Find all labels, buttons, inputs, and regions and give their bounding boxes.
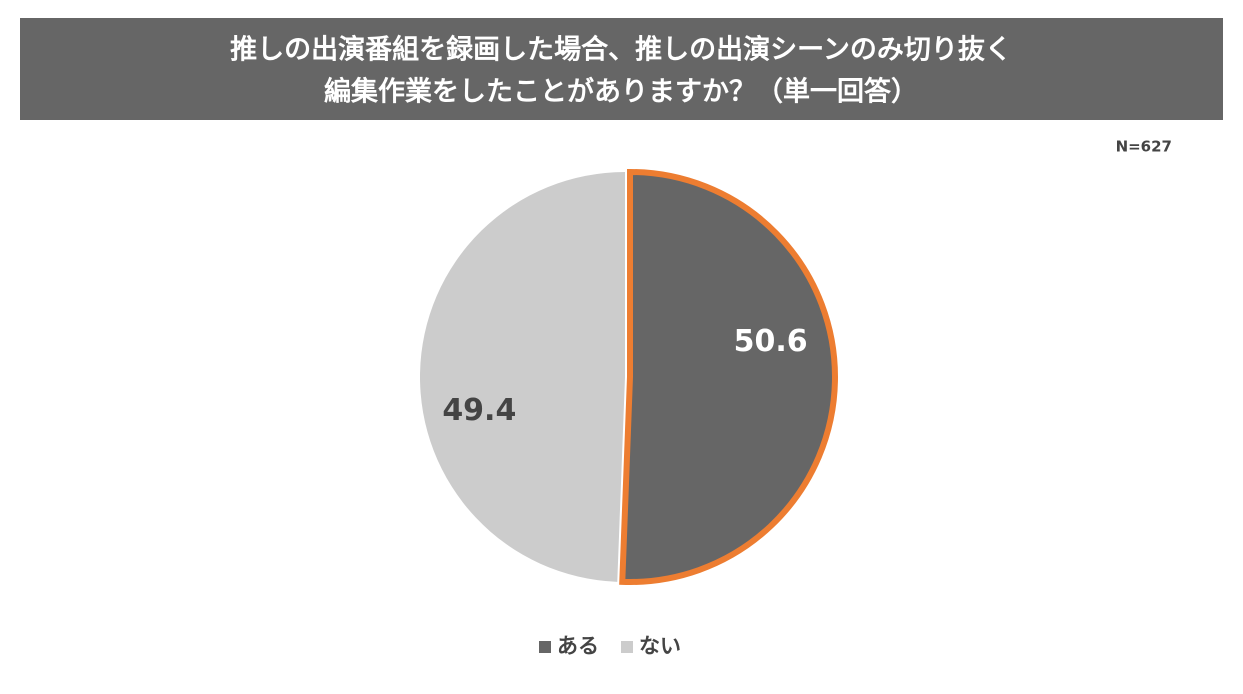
legend-swatch [621, 641, 633, 653]
title-bar [20, 18, 1223, 120]
legend-label: ある [557, 634, 599, 658]
sample-note: N=627 [1116, 138, 1172, 156]
data-label: 50.6 [734, 324, 808, 359]
pie-slice [419, 172, 625, 582]
pie-slice [619, 168, 838, 585]
chart-title: 推しの出演番組を録画した場合、推しの出演シーンのみ切り抜く [230, 34, 1012, 66]
legend-swatch [539, 641, 551, 653]
data-label: 49.4 [442, 393, 516, 428]
legend-label: ない [639, 634, 681, 658]
chart-title: 編集作業をしたことがありますか？（単一回答） [324, 76, 918, 108]
